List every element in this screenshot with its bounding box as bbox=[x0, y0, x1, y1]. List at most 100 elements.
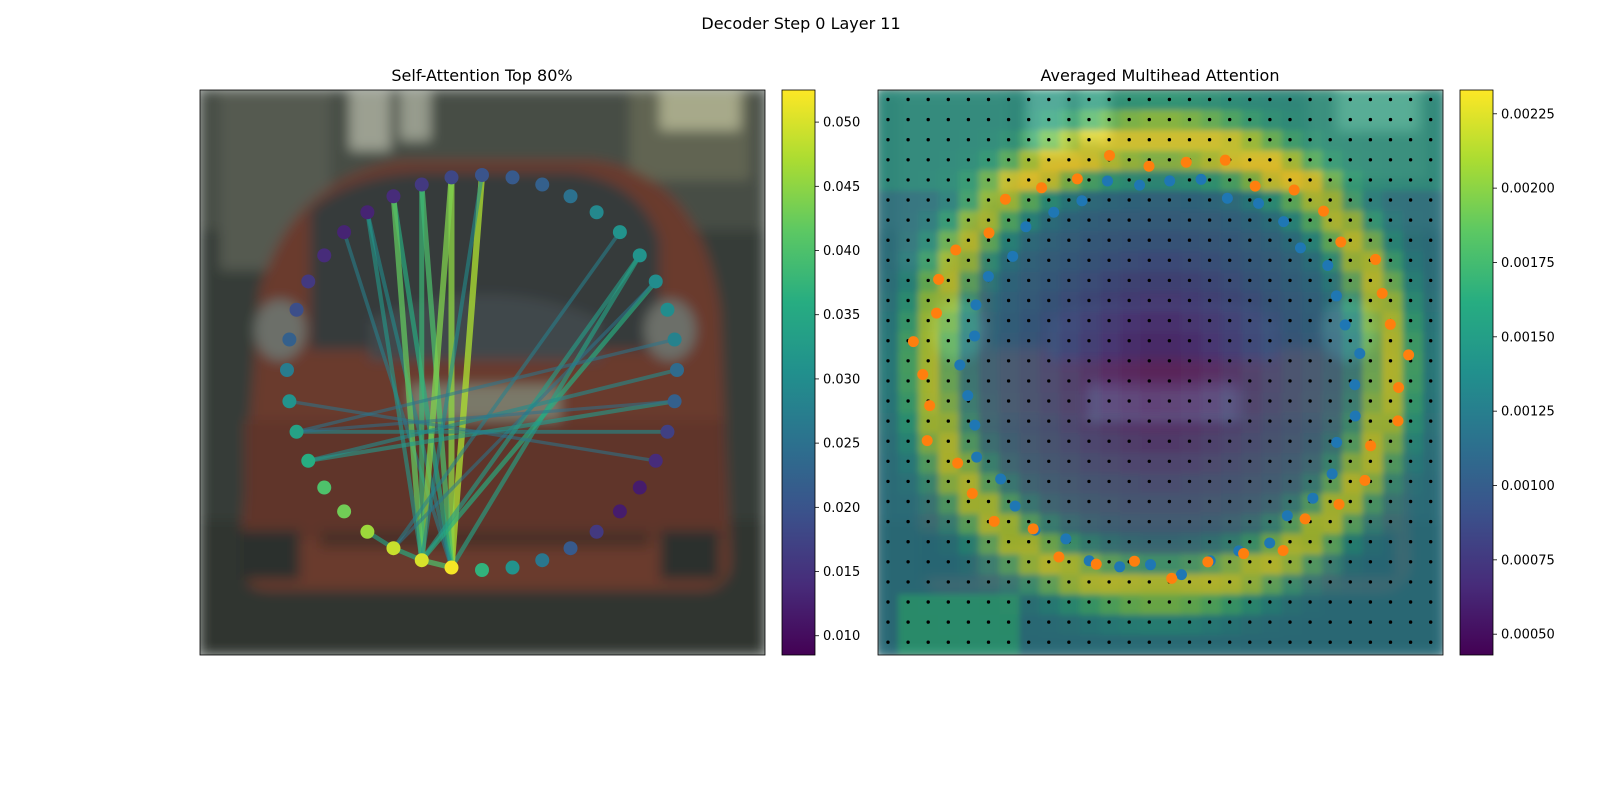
grid-dot bbox=[1067, 278, 1071, 283]
attention-point bbox=[563, 541, 578, 556]
heatmap-cell bbox=[1382, 473, 1404, 495]
heatmap-cell bbox=[898, 473, 919, 495]
grid-dot bbox=[1067, 620, 1071, 624]
grid-dot bbox=[966, 97, 971, 102]
grid-dot bbox=[886, 540, 890, 544]
heatmap-cell bbox=[1342, 190, 1363, 212]
heatmap-cell bbox=[1261, 614, 1283, 636]
heatmap-cell bbox=[1140, 170, 1161, 192]
heatmap-cell bbox=[1039, 392, 1061, 414]
heatmap-cell bbox=[1422, 473, 1443, 495]
heatmap-cell bbox=[898, 493, 919, 515]
grid-dot bbox=[1388, 620, 1393, 624]
grid-dot bbox=[1127, 540, 1131, 544]
heatmap-cell bbox=[1099, 392, 1121, 414]
grid-dot bbox=[1006, 359, 1011, 363]
heatmap-cell bbox=[1140, 473, 1161, 495]
grid-dot bbox=[1067, 640, 1071, 644]
heatmap-cell bbox=[1241, 574, 1262, 595]
grid-dot bbox=[1248, 117, 1252, 122]
heatmap-cell bbox=[898, 372, 919, 394]
heatmap-cell bbox=[1261, 433, 1283, 454]
heatmap-cell bbox=[1422, 110, 1443, 131]
heatmap-cell bbox=[1140, 433, 1161, 454]
heatmap-cell bbox=[1079, 513, 1101, 535]
heatmap-cell bbox=[1099, 251, 1121, 273]
grid-dot bbox=[946, 339, 950, 343]
grid-dot bbox=[1268, 499, 1272, 504]
heatmap-cell bbox=[1200, 352, 1222, 373]
attention-links bbox=[287, 171, 679, 571]
heatmap-cell bbox=[1321, 271, 1343, 293]
grid-dot bbox=[1288, 238, 1292, 242]
heatmap-cell bbox=[1382, 291, 1404, 313]
grid-dot bbox=[1047, 218, 1051, 222]
grid-dot bbox=[1006, 117, 1011, 122]
heatmap-cell bbox=[1362, 90, 1383, 111]
heatmap-cell bbox=[999, 271, 1020, 293]
grid-dot bbox=[1027, 339, 1031, 343]
attention-point bbox=[660, 302, 675, 317]
grid-dot bbox=[1228, 419, 1232, 423]
heatmap-cell bbox=[918, 634, 940, 655]
blue-series-point bbox=[1331, 436, 1343, 448]
heatmap-cell bbox=[1281, 332, 1303, 353]
grid-dot bbox=[966, 580, 971, 584]
grid-dot bbox=[1127, 278, 1131, 283]
grid-dot bbox=[1368, 580, 1373, 584]
heatmap-cell bbox=[1362, 614, 1383, 636]
blue-series-point bbox=[969, 330, 981, 342]
grid-dot bbox=[1268, 560, 1272, 564]
grid-dot bbox=[1147, 218, 1152, 222]
heatmap-cell bbox=[1221, 453, 1242, 474]
grid-dot bbox=[1087, 419, 1091, 423]
heatmap-cell bbox=[1140, 271, 1161, 293]
grid-dot bbox=[1207, 178, 1212, 182]
grid-dot bbox=[1288, 218, 1292, 222]
grid-dot bbox=[1429, 339, 1433, 343]
grid-dot bbox=[1187, 519, 1192, 524]
heatmap-cell bbox=[1180, 271, 1202, 293]
grid-dot bbox=[1087, 238, 1091, 242]
heatmap-cell bbox=[1422, 513, 1443, 535]
heatmap-cell bbox=[1059, 493, 1081, 515]
heatmap-cell bbox=[1422, 251, 1443, 273]
heatmap-cell bbox=[1200, 473, 1222, 495]
heatmap-cell bbox=[938, 594, 960, 616]
heatmap-cell bbox=[1120, 392, 1141, 414]
heatmap-cell bbox=[1281, 594, 1303, 616]
grid-dot bbox=[1067, 158, 1071, 162]
grid-dot bbox=[946, 138, 950, 142]
heatmap-cell bbox=[938, 453, 960, 474]
attention-point bbox=[589, 205, 604, 220]
grid-dot bbox=[1006, 479, 1011, 484]
heatmap-cell bbox=[1261, 473, 1283, 495]
grid-dot bbox=[1027, 178, 1031, 182]
grid-dot bbox=[1328, 499, 1332, 504]
heatmap-cell bbox=[1382, 170, 1404, 192]
heatmap-cell bbox=[1382, 332, 1404, 353]
heatmap-cell bbox=[1160, 614, 1182, 636]
heatmap-cell bbox=[1221, 311, 1242, 333]
heatmap-cell bbox=[1160, 473, 1182, 495]
grid-dot bbox=[1107, 519, 1111, 524]
grid-dot bbox=[906, 278, 910, 283]
grid-dot bbox=[1288, 359, 1292, 363]
grid-dot bbox=[1268, 97, 1272, 102]
grid-dot bbox=[966, 499, 971, 504]
grid-dot bbox=[1348, 399, 1353, 403]
grid-dot bbox=[1429, 117, 1433, 122]
grid-dot bbox=[1067, 439, 1071, 443]
heatmap-cell bbox=[1261, 554, 1283, 575]
blue-series-point bbox=[1339, 319, 1351, 331]
heatmap-cell bbox=[1140, 493, 1161, 515]
grid-dot bbox=[906, 479, 910, 484]
grid-dot bbox=[1429, 238, 1433, 242]
grid-dot bbox=[1167, 399, 1172, 403]
grid-dot bbox=[1429, 580, 1433, 584]
attention-point bbox=[563, 189, 578, 204]
grid-dot bbox=[966, 238, 971, 242]
grid-dot bbox=[1127, 339, 1131, 343]
heatmap-cell bbox=[1342, 291, 1363, 313]
grid-dot bbox=[1187, 117, 1192, 122]
